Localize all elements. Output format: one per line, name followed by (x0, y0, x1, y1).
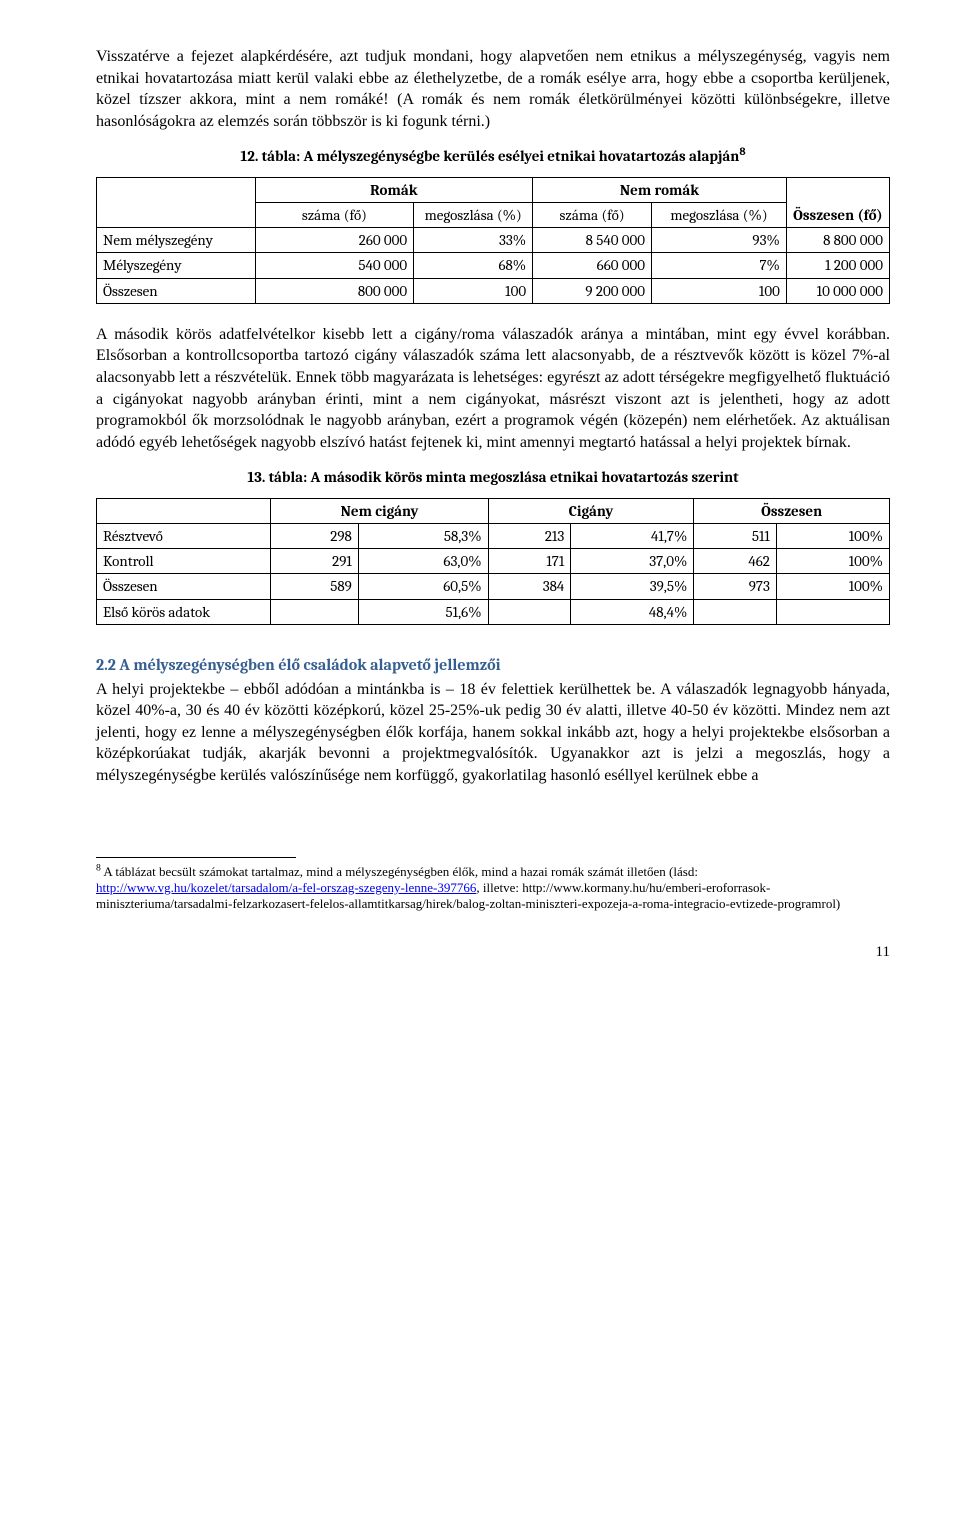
table12-caption-footref: 8 (739, 145, 745, 158)
table12-cell: 8 540 000 (533, 228, 652, 253)
table12-subhdr: megoszlása (%) (652, 202, 787, 227)
table13-rowlabel: Első körös adatok (97, 599, 271, 624)
table13-cell: 171 (488, 549, 571, 574)
table-row: Résztvevő 298 58,3% 213 41,7% 511 100% (97, 523, 890, 548)
section-heading: 2.2 A mélyszegénységben élő családok ala… (96, 655, 890, 677)
table13-hdr-c: Cigány (488, 498, 694, 523)
table12-cell: 540 000 (255, 253, 414, 278)
footnote-8: 8 A táblázat becsült számokat tartalmaz,… (96, 864, 890, 913)
table12-rowlabel: Összesen (97, 278, 256, 303)
table12-cell: 93% (652, 228, 787, 253)
paragraph2: A második körös adatfelvételkor kisebb l… (96, 324, 890, 454)
table13-hdr-nc: Nem cigány (271, 498, 488, 523)
table13-cell: 58,3% (358, 523, 488, 548)
table13-cell: 298 (271, 523, 358, 548)
table12-cell: 9 200 000 (533, 278, 652, 303)
footnote-link[interactable]: http://www.vg.hu/kozelet/tarsadalom/a-fe… (96, 880, 476, 895)
footnote-separator (96, 857, 296, 858)
table13-cell: 60,5% (358, 574, 488, 599)
table12-cell: 10 000 000 (786, 278, 889, 303)
table12-caption: 12. tábla: A mélyszegénységbe kerülés es… (96, 146, 890, 166)
table12-cell: 100 (414, 278, 533, 303)
table13-cell: 37,0% (571, 549, 694, 574)
table13-cell: 589 (271, 574, 358, 599)
table12-subhdr: száma (fő) (255, 202, 414, 227)
table13-cell: 48,4% (571, 599, 694, 624)
table12-cell: 260 000 (255, 228, 414, 253)
intro-paragraph: Visszatérve a fejezet alapkérdésére, azt… (96, 46, 890, 132)
table12-cell: 7% (652, 253, 787, 278)
table12-hdr-ossz: Összesen (fő) (786, 177, 889, 228)
table12-cell: 1 200 000 (786, 253, 889, 278)
table13-cell: 100% (776, 523, 889, 548)
page-number: 11 (96, 942, 890, 962)
table13-rowlabel: Kontroll (97, 549, 271, 574)
table-row: Nem mélyszegény 260 000 33% 8 540 000 93… (97, 228, 890, 253)
table12-cell: 33% (414, 228, 533, 253)
table12-cell: 68% (414, 253, 533, 278)
table-row: Összesen 589 60,5% 384 39,5% 973 100% (97, 574, 890, 599)
table13-hdr-ossz: Összesen (694, 498, 890, 523)
table13-cell: 41,7% (571, 523, 694, 548)
table12-caption-text: 12. tábla: A mélyszegénységbe kerülés es… (240, 147, 739, 165)
table13: Nem cigány Cigány Összesen Résztvevő 298… (96, 498, 890, 625)
table13-cell: 51,6% (358, 599, 488, 624)
table13-rowlabel: Összesen (97, 574, 271, 599)
table13-caption: 13. tábla: A második körös minta megoszl… (96, 467, 890, 487)
table12: Romák Nem romák Összesen (fő) száma (fő)… (96, 177, 890, 304)
table12-rowlabel: Nem mélyszegény (97, 228, 256, 253)
table13-cell: 100% (776, 549, 889, 574)
table12-hdr-romak: Romák (255, 177, 533, 202)
table13-rowlabel: Résztvevő (97, 523, 271, 548)
table-row: Romák Nem romák Összesen (fő) (97, 177, 890, 202)
table13-cell: 100% (776, 574, 889, 599)
table12-hdr-nemromak: Nem romák (533, 177, 787, 202)
table13-cell: 291 (271, 549, 358, 574)
table-row: Első körös adatok 51,6% 48,4% (97, 599, 890, 624)
table-row: Nem cigány Cigány Összesen (97, 498, 890, 523)
table12-subhdr: száma (fő) (533, 202, 652, 227)
table12-rowlabel: Mélyszegény (97, 253, 256, 278)
table-row: Összesen 800 000 100 9 200 000 100 10 00… (97, 278, 890, 303)
table13-cell: 39,5% (571, 574, 694, 599)
table13-cell: 63,0% (358, 549, 488, 574)
table13-cell: 511 (694, 523, 777, 548)
table12-subhdr: megoszlása (%) (414, 202, 533, 227)
table13-cell: 462 (694, 549, 777, 574)
table-row: Kontroll 291 63,0% 171 37,0% 462 100% (97, 549, 890, 574)
paragraph3: A helyi projektekbe – ebből adódóan a mi… (96, 679, 890, 787)
table13-cell: 384 (488, 574, 571, 599)
table13-cell: 973 (694, 574, 777, 599)
table12-cell: 8 800 000 (786, 228, 889, 253)
footnote-text1: A táblázat becsült számokat tartalmaz, m… (101, 864, 698, 879)
table-row: Mélyszegény 540 000 68% 660 000 7% 1 200… (97, 253, 890, 278)
table13-cell: 213 (488, 523, 571, 548)
table12-cell: 660 000 (533, 253, 652, 278)
table12-cell: 800 000 (255, 278, 414, 303)
table12-cell: 100 (652, 278, 787, 303)
